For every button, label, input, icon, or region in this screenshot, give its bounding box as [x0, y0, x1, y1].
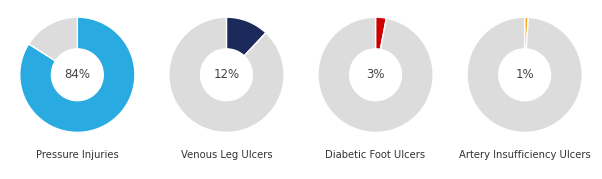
X-axis label: Pressure Injuries: Pressure Injuries [36, 150, 119, 159]
Wedge shape [20, 17, 135, 132]
X-axis label: Venous Leg Ulcers: Venous Leg Ulcers [181, 150, 272, 159]
Text: 3%: 3% [366, 68, 385, 81]
Wedge shape [376, 17, 386, 49]
Wedge shape [467, 17, 582, 132]
Wedge shape [226, 17, 266, 56]
X-axis label: Artery Insufficiency Ulcers: Artery Insufficiency Ulcers [459, 150, 591, 159]
Wedge shape [525, 17, 529, 49]
Wedge shape [318, 17, 433, 132]
X-axis label: Diabetic Foot Ulcers: Diabetic Foot Ulcers [326, 150, 426, 159]
Text: 12%: 12% [213, 68, 240, 81]
Text: 84%: 84% [64, 68, 90, 81]
Wedge shape [29, 17, 77, 61]
Text: 1%: 1% [515, 68, 534, 81]
Wedge shape [169, 17, 284, 132]
